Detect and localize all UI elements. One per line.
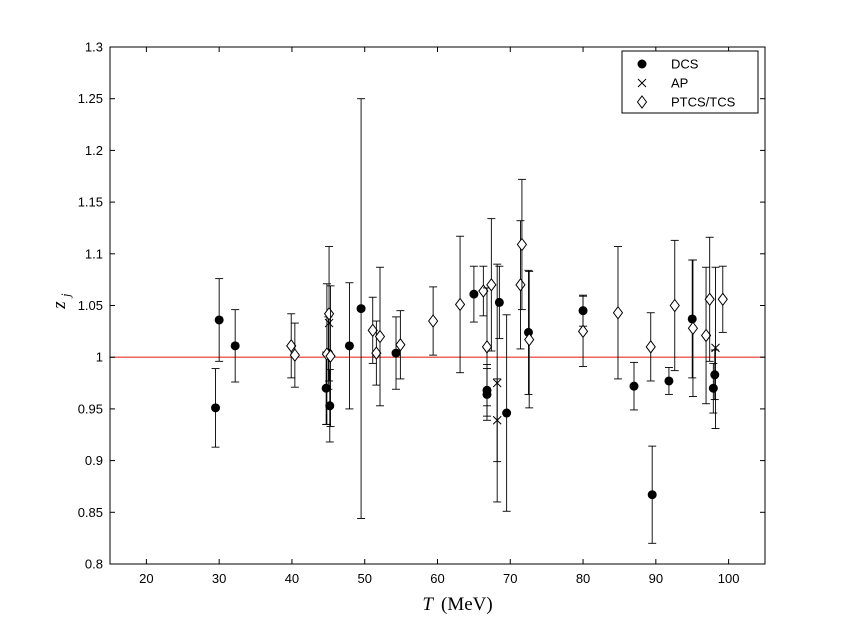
y-tick-label: 1.1 xyxy=(85,246,103,261)
y-tick-label: 0.85 xyxy=(78,505,103,520)
y-axis-label: z j xyxy=(49,293,73,310)
legend-label-dcs: DCS xyxy=(671,57,699,72)
data-point-dcs xyxy=(629,381,639,391)
data-point-dcs xyxy=(391,348,401,358)
y-tick-label: 1 xyxy=(96,350,103,365)
x-tick-label: 40 xyxy=(285,571,299,586)
data-point-dcs xyxy=(664,376,674,386)
y-tick-label: 1.25 xyxy=(78,91,103,106)
legend-entry-dcs: DCS xyxy=(637,57,699,72)
data-point-ptcs-tcs xyxy=(481,340,493,354)
legend: DCS AP PTCS/TCS xyxy=(621,50,759,114)
legend-label-ptcs-tcs: PTCS/TCS xyxy=(671,95,736,110)
data-point-dcs xyxy=(356,304,366,314)
x-tick-label: 20 xyxy=(139,571,153,586)
data-point-dcs xyxy=(710,370,720,380)
data-point-ap xyxy=(711,343,720,353)
x-tick-label: 80 xyxy=(576,571,590,586)
data-point-ptcs-tcs xyxy=(371,346,382,360)
legend-marker-dcs xyxy=(637,59,647,69)
data-point-dcs xyxy=(214,315,224,325)
data-point-ptcs-tcs xyxy=(323,306,335,321)
data-point-dcs xyxy=(523,327,533,337)
plot-area xyxy=(110,47,765,564)
data-point-ptcs-tcs xyxy=(717,292,728,307)
data-point-dcs xyxy=(647,490,657,500)
y-tick-label: 1.3 xyxy=(85,40,103,55)
data-point-dcs xyxy=(211,403,221,413)
y-tick-label: 1.05 xyxy=(78,298,103,313)
x-axis-label-symbol: T xyxy=(422,594,434,615)
data-point-ptcs-tcs xyxy=(289,348,300,362)
x-tick-label: 100 xyxy=(718,571,740,586)
x-tick-label: 50 xyxy=(357,571,371,586)
y-tick-label: 0.95 xyxy=(78,401,103,416)
data-point-ptcs-tcs xyxy=(704,292,715,307)
x-tick-label: 30 xyxy=(212,571,226,586)
series-ap xyxy=(324,263,720,503)
data-point-ptcs-tcs xyxy=(515,277,526,292)
data-point-ptcs-tcs xyxy=(687,321,699,336)
data-point-dcs xyxy=(494,297,504,307)
series-ptcs-tcs xyxy=(286,178,728,427)
y-tick-label: 0.9 xyxy=(85,453,103,468)
legend-entry-ap: AP xyxy=(637,76,688,91)
data-point-ap xyxy=(492,415,502,425)
data-point-ptcs-tcs xyxy=(454,297,466,312)
legend-label-ap: AP xyxy=(671,76,688,91)
y-tick-label: 0.8 xyxy=(85,557,103,572)
y-tick-label: 1.2 xyxy=(85,143,103,158)
data-point-ptcs-tcs xyxy=(395,337,406,352)
data-point-ptcs-tcs xyxy=(374,329,386,344)
data-point-ptcs-tcs xyxy=(367,323,378,338)
x-tick-label: 70 xyxy=(503,571,517,586)
data-point-ptcs-tcs xyxy=(645,340,656,354)
data-point-ptcs-tcs xyxy=(428,314,439,328)
data-point-dcs xyxy=(469,289,479,299)
data-point-ptcs-tcs xyxy=(700,328,712,343)
data-point-ptcs-tcs xyxy=(612,305,624,320)
data-point-ptcs-tcs xyxy=(516,237,528,252)
data-point-dcs xyxy=(325,401,335,411)
x-axis-label-unit: (MeV) xyxy=(441,594,493,615)
x-tick-label: 90 xyxy=(649,571,663,586)
data-point-dcs xyxy=(321,383,331,393)
data-point-dcs xyxy=(708,383,718,393)
data-point-dcs xyxy=(502,408,512,418)
data-point-dcs xyxy=(230,341,240,351)
data-layer xyxy=(211,98,728,544)
data-point-ptcs-tcs xyxy=(286,338,297,353)
legend-marker-ap xyxy=(637,78,647,88)
series-dcs xyxy=(211,98,720,544)
y-tick-label: 1.15 xyxy=(78,195,103,210)
x-tick-label: 60 xyxy=(430,571,444,586)
y-axis-label-subscript: j xyxy=(58,293,73,299)
data-point-ptcs-tcs xyxy=(669,298,680,313)
plot-frame xyxy=(109,46,766,565)
data-point-ptcs-tcs xyxy=(524,332,535,347)
legend-marker-ptcs-tcs xyxy=(636,95,648,109)
ticks-layer: 20 30 40 50 60 70 80 90 100 0.8 0.85 0.9 0.95 1 1.05 1.… xyxy=(78,40,765,586)
data-point-ptcs-tcs xyxy=(486,277,497,292)
data-point-ptcs-tcs xyxy=(577,324,589,339)
data-point-dcs xyxy=(344,341,354,351)
data-point-dcs xyxy=(687,314,697,324)
data-point-ptcs-tcs xyxy=(325,349,336,363)
legend-entry-ptcs-tcs: PTCS/TCS xyxy=(636,95,736,110)
y-axis-label-symbol: z xyxy=(49,301,70,310)
x-axis-label: T (MeV) xyxy=(422,594,492,615)
